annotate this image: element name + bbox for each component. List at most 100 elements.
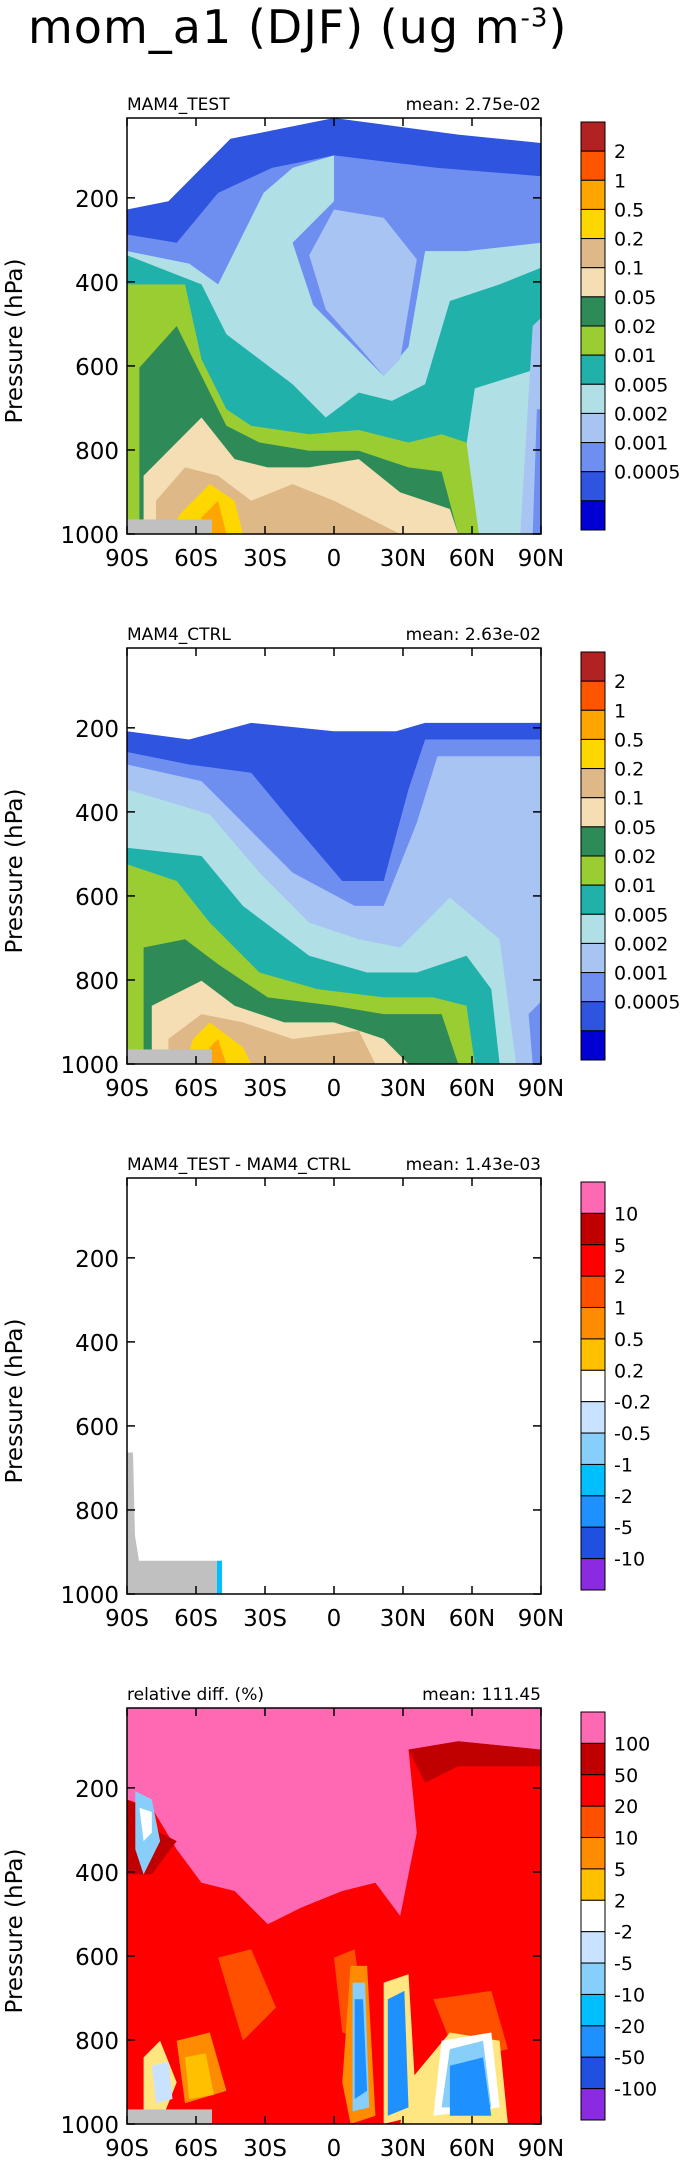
colorbar-label: -0.2 bbox=[614, 1392, 651, 1414]
y-tick-label: 200 bbox=[75, 187, 119, 213]
colorbar-box bbox=[580, 797, 606, 828]
y-tick-label: 600 bbox=[75, 1415, 119, 1441]
colorbar-box bbox=[580, 471, 606, 502]
x-tick-label: 60S bbox=[174, 2136, 218, 2162]
colorbar-label: -10 bbox=[614, 1549, 645, 1571]
x-tick-label: 60N bbox=[449, 1076, 495, 1102]
colorbar-box bbox=[580, 383, 606, 414]
colorbar-label: 0.5 bbox=[614, 1329, 644, 1351]
colorbar-box bbox=[580, 1463, 606, 1497]
colorbar-box bbox=[580, 1805, 606, 1839]
colorbar-box bbox=[580, 942, 606, 974]
colorbar-label: 0.5 bbox=[614, 729, 644, 751]
colorbar-label: 0.02 bbox=[614, 316, 656, 338]
colorbar-box bbox=[580, 1711, 606, 1744]
colorbar-label: 2 bbox=[614, 141, 626, 163]
panel-label-right: mean: 2.75e-02 bbox=[406, 95, 541, 115]
x-tick-label: 0 bbox=[327, 2136, 342, 2162]
colorbar-box bbox=[580, 1181, 606, 1214]
colorbar-label: 0.1 bbox=[614, 788, 644, 810]
contour-fill-19 bbox=[139, 1807, 152, 1842]
colorbar-box bbox=[580, 1774, 606, 1807]
y-tick-label: 200 bbox=[75, 1247, 119, 1273]
panel-label-left: MAM4_CTRL bbox=[127, 625, 231, 645]
contour-fill-12 bbox=[532, 409, 541, 534]
panel-test: MAM4_TEST mean: 2.75e-02 200 400 600 800 1000 P… bbox=[0, 60, 686, 580]
colorbar-label: 50 bbox=[614, 1765, 638, 1787]
y-axis-label: Pressure (hPa) bbox=[2, 1849, 28, 2014]
contour-fill-12 bbox=[449, 2057, 492, 2116]
colorbar-box bbox=[580, 1558, 606, 1591]
y-tick-label: 800 bbox=[75, 969, 119, 995]
colorbar-box bbox=[580, 884, 606, 915]
y-axis-label: Pressure (hPa) bbox=[2, 1319, 28, 1484]
colorbar-box bbox=[580, 2088, 606, 2121]
x-tick-label: 60N bbox=[449, 1606, 495, 1632]
y-tick-label: 400 bbox=[75, 271, 119, 297]
x-tick-label: 60N bbox=[449, 2136, 495, 2162]
colorbar-box bbox=[580, 1369, 606, 1403]
colorbar-label: 5 bbox=[614, 1235, 626, 1257]
colorbar-label: 2 bbox=[614, 1266, 626, 1288]
panel-label-left: MAM4_TEST - MAM4_CTRL bbox=[127, 1155, 351, 1175]
figure-title: mom_a1 (DJF) (ug m-3) bbox=[28, 0, 567, 54]
x-tick-label: 0 bbox=[327, 1076, 342, 1102]
y-tick-label: 1000 bbox=[60, 523, 119, 549]
figure-title-close: ) bbox=[548, 0, 568, 54]
missing-data-region bbox=[127, 1049, 212, 1064]
x-tick-label: 90S bbox=[105, 2136, 149, 2162]
colorbar-box bbox=[580, 1742, 606, 1776]
colorbar-box bbox=[580, 768, 606, 799]
colorbar-box bbox=[580, 354, 606, 385]
colorbar-label: 1 bbox=[614, 1298, 626, 1320]
x-tick-label: 90N bbox=[518, 1076, 564, 1102]
colorbar-box bbox=[580, 651, 606, 682]
contour-fill-1 bbox=[127, 1741, 541, 2124]
colorbar-box bbox=[580, 412, 606, 444]
y-tick-label: 400 bbox=[75, 1331, 119, 1357]
colorbar-label: 10 bbox=[614, 1203, 638, 1225]
x-tick-label: 30S bbox=[243, 2136, 287, 2162]
x-tick-label: 30S bbox=[243, 546, 287, 572]
colorbar-label: 2 bbox=[614, 671, 626, 693]
x-tick-label: 30N bbox=[380, 546, 426, 572]
panel-difference: MAM4_TEST - MAM4_CTRL mean: 1.43e-03 200 40… bbox=[0, 1120, 686, 1640]
y-tick-label: 1000 bbox=[60, 2113, 119, 2139]
contour-fill-8 bbox=[185, 2053, 214, 2099]
x-tick-label: 90N bbox=[518, 546, 564, 572]
colorbar-box bbox=[580, 1212, 606, 1246]
y-tick-label: 200 bbox=[75, 717, 119, 743]
colorbar-box bbox=[580, 1868, 606, 1901]
colorbar-label: -5 bbox=[614, 1953, 633, 1975]
colorbar-box bbox=[580, 1244, 606, 1277]
small-negative-patch bbox=[217, 1560, 222, 1594]
colorbar-label: 0.002 bbox=[614, 403, 668, 425]
y-tick-label: 400 bbox=[75, 801, 119, 827]
chart-svg-1: MAM4_CTRL mean: 2.63e-02 200 400 600 800 1000 P… bbox=[2, 625, 680, 1102]
colorbar-box bbox=[580, 1837, 606, 1870]
colorbar-label: 0.002 bbox=[614, 933, 668, 955]
contour-fill-4 bbox=[218, 1949, 276, 2041]
colorbar-box bbox=[580, 500, 606, 531]
colorbar-label: 0.2 bbox=[614, 1360, 644, 1382]
colorbar-box bbox=[580, 680, 606, 711]
colorbar-box bbox=[580, 296, 606, 327]
colorbar-box bbox=[580, 2056, 606, 2090]
colorbar-box bbox=[580, 1993, 606, 2027]
colorbar-box bbox=[580, 1307, 606, 1340]
colorbar-label: 5 bbox=[614, 1859, 626, 1881]
y-tick-label: 800 bbox=[75, 439, 119, 465]
contour-fill-3 bbox=[309, 209, 417, 376]
y-tick-label: 1000 bbox=[60, 1583, 119, 1609]
y-tick-label: 600 bbox=[75, 355, 119, 381]
colorbar-label: 0.5 bbox=[614, 199, 644, 221]
colorbar-box bbox=[580, 1338, 606, 1371]
colorbar-label: 0.001 bbox=[614, 963, 668, 985]
colorbar-box bbox=[580, 1526, 606, 1560]
colorbar-box bbox=[580, 1001, 606, 1032]
panel-relative-diff: relative diff. (%) mean: 111.45 200 400 600 8… bbox=[0, 1650, 686, 2170]
colorbar-box bbox=[580, 1432, 606, 1465]
x-tick-label: 30N bbox=[380, 2136, 426, 2162]
contour-fill-17 bbox=[387, 1990, 409, 2116]
panel-ctrl: MAM4_CTRL mean: 2.63e-02 200 400 600 800 1000 P… bbox=[0, 590, 686, 1110]
